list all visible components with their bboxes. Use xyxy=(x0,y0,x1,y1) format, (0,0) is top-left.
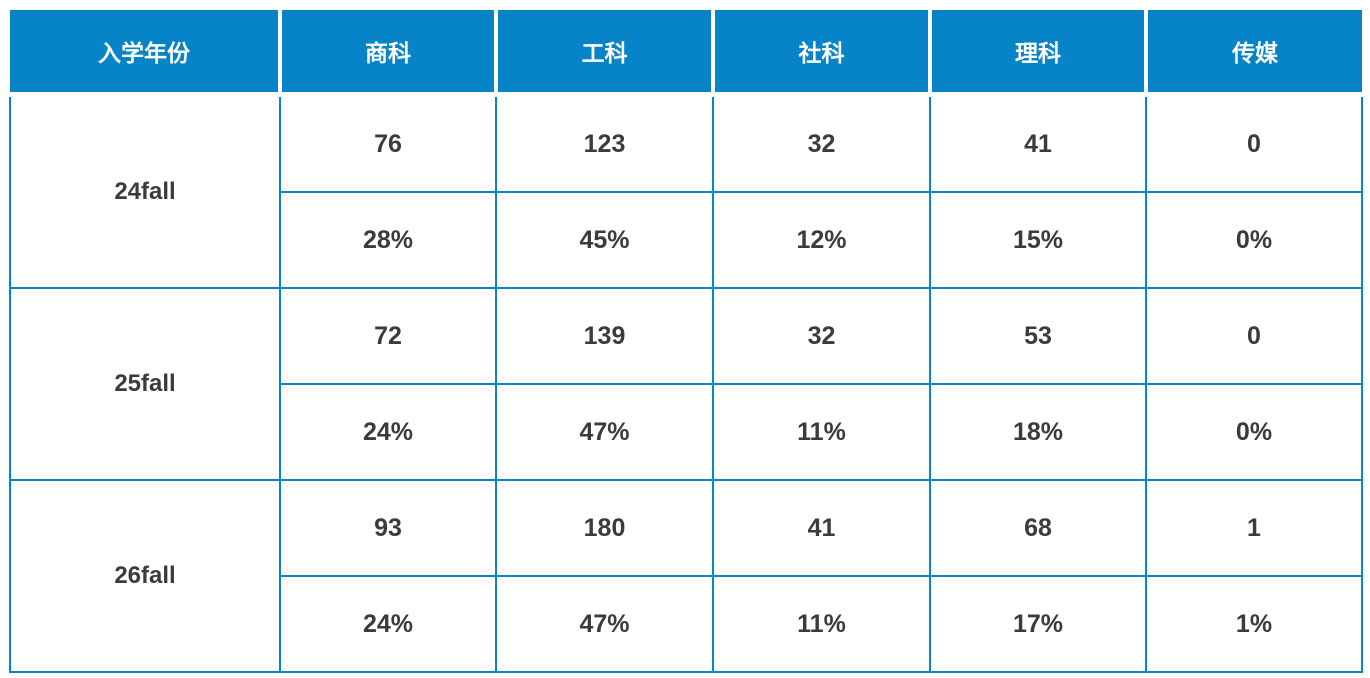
percent-cell: 0% xyxy=(1145,191,1363,289)
header-cell-business: 商科 xyxy=(278,10,498,97)
count-cell: 93 xyxy=(279,479,497,577)
year-cell-25fall: 25fall xyxy=(9,287,281,481)
count-cell: 41 xyxy=(929,94,1147,193)
count-cell: 0 xyxy=(1145,94,1363,193)
percent-cell: 18% xyxy=(929,383,1147,481)
percent-cell: 47% xyxy=(495,575,714,673)
count-cell: 0 xyxy=(1145,287,1363,385)
percent-cell: 11% xyxy=(712,575,931,673)
header-row: 入学年份 商科 工科 社科 理科 传媒 xyxy=(10,10,1362,97)
count-cell: 72 xyxy=(279,287,497,385)
count-cell: 32 xyxy=(712,287,931,385)
year-cell-24fall: 24fall xyxy=(9,94,281,289)
percent-cell: 11% xyxy=(712,383,931,481)
percent-cell: 24% xyxy=(279,575,497,673)
count-cell: 76 xyxy=(279,94,497,193)
count-row-25fall: 25fall 72 139 32 53 0 xyxy=(9,287,1363,481)
year-cell-26fall: 26fall xyxy=(9,479,281,673)
count-cell: 41 xyxy=(712,479,931,577)
header-cell-engineering: 工科 xyxy=(494,10,715,97)
enrollment-by-major-table: 入学年份 商科 工科 社科 理科 传媒 24fall 76 123 32 41 … xyxy=(9,10,1363,673)
count-cell: 68 xyxy=(929,479,1147,577)
count-cell: 32 xyxy=(712,94,931,193)
percent-cell: 12% xyxy=(712,191,931,289)
header-cell-social-science: 社科 xyxy=(711,10,932,97)
percent-row-26fall: 24% 47% 11% 17% 1% xyxy=(10,575,1363,673)
header-cell-enrollment-year: 入学年份 xyxy=(10,10,282,97)
percent-row-25fall: 24% 47% 11% 18% 0% xyxy=(10,383,1363,481)
count-row-24fall: 24fall 76 123 32 41 0 xyxy=(9,94,1363,289)
count-cell: 1 xyxy=(1145,479,1363,577)
percent-cell: 17% xyxy=(929,575,1147,673)
count-row-26fall: 26fall 93 180 41 68 1 xyxy=(9,479,1363,673)
percent-cell: 15% xyxy=(929,191,1147,289)
count-cell: 180 xyxy=(495,479,714,577)
count-cell: 53 xyxy=(929,287,1147,385)
header-cell-media: 传媒 xyxy=(1144,10,1362,97)
percent-cell: 24% xyxy=(279,383,497,481)
header-cell-science: 理科 xyxy=(928,10,1148,97)
table-header: 入学年份 商科 工科 社科 理科 传媒 xyxy=(10,10,1362,97)
percent-cell: 45% xyxy=(495,191,714,289)
count-cell: 123 xyxy=(495,94,714,193)
percent-cell: 47% xyxy=(495,383,714,481)
percent-row-24fall: 28% 45% 12% 15% 0% xyxy=(10,191,1363,289)
count-cell: 139 xyxy=(495,287,714,385)
percent-cell: 0% xyxy=(1145,383,1363,481)
table-body: 24fall 76 123 32 41 0 28% 45% 12% 15% 0%… xyxy=(9,94,1363,673)
percent-cell: 1% xyxy=(1145,575,1363,673)
percent-cell: 28% xyxy=(279,191,497,289)
